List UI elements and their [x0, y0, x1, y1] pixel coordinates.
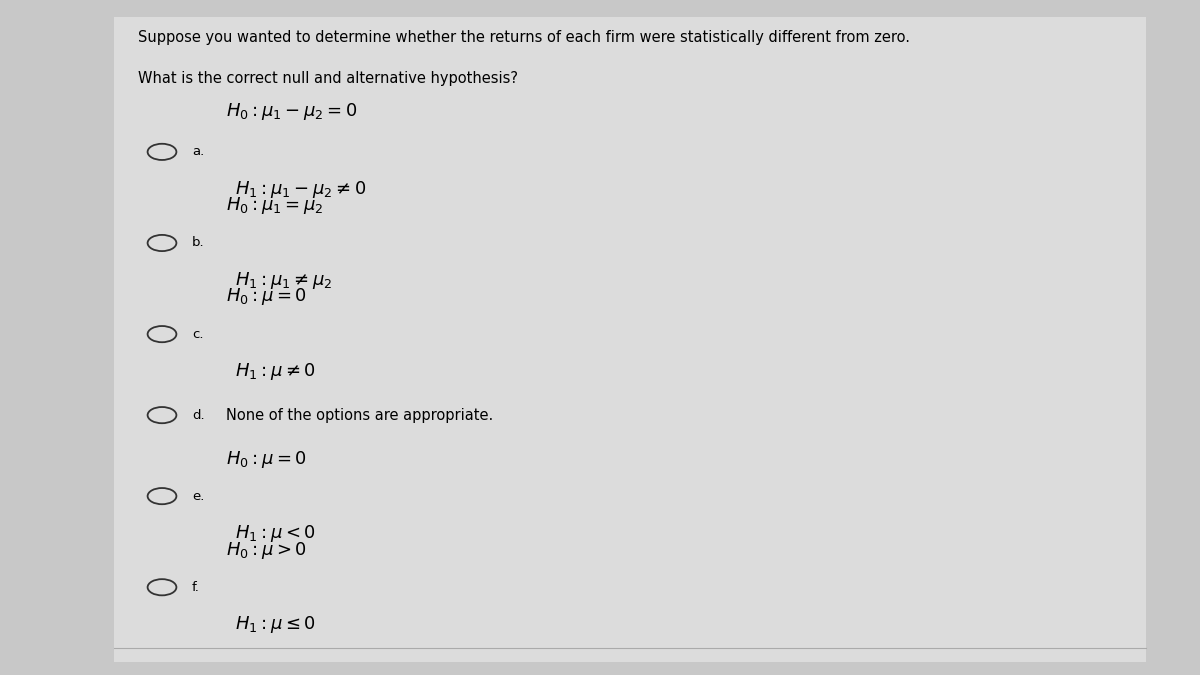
Text: What is the correct null and alternative hypothesis?: What is the correct null and alternative…: [138, 71, 518, 86]
Text: b.: b.: [192, 236, 205, 250]
Text: $H_1: \mu_1 - \mu_2 \neq 0$: $H_1: \mu_1 - \mu_2 \neq 0$: [235, 178, 366, 200]
Text: d.: d.: [192, 408, 205, 422]
Text: $H_1: \mu < 0$: $H_1: \mu < 0$: [235, 522, 316, 544]
Text: $H_0: \mu > 0$: $H_0: \mu > 0$: [226, 539, 306, 561]
Text: $H_1: \mu \leq 0$: $H_1: \mu \leq 0$: [235, 614, 316, 635]
Text: Suppose you wanted to determine whether the returns of each firm were statistica: Suppose you wanted to determine whether …: [138, 30, 910, 45]
FancyBboxPatch shape: [114, 17, 1146, 662]
Text: $H_1: \mu_1 \neq \mu_2$: $H_1: \mu_1 \neq \mu_2$: [235, 269, 332, 291]
Text: $H_1: \mu \neq 0$: $H_1: \mu \neq 0$: [235, 360, 316, 382]
Text: c.: c.: [192, 327, 204, 341]
Text: f.: f.: [192, 580, 200, 594]
Text: $H_0: \mu = 0$: $H_0: \mu = 0$: [226, 448, 306, 470]
Text: e.: e.: [192, 489, 204, 503]
Text: $H_0: \mu_1 - \mu_2 = 0$: $H_0: \mu_1 - \mu_2 = 0$: [226, 101, 356, 122]
Text: $H_0: \mu_1 = \mu_2$: $H_0: \mu_1 = \mu_2$: [226, 195, 323, 217]
Text: $H_0: \mu = 0$: $H_0: \mu = 0$: [226, 286, 306, 308]
Text: None of the options are appropriate.: None of the options are appropriate.: [226, 408, 493, 423]
Text: a.: a.: [192, 145, 204, 159]
